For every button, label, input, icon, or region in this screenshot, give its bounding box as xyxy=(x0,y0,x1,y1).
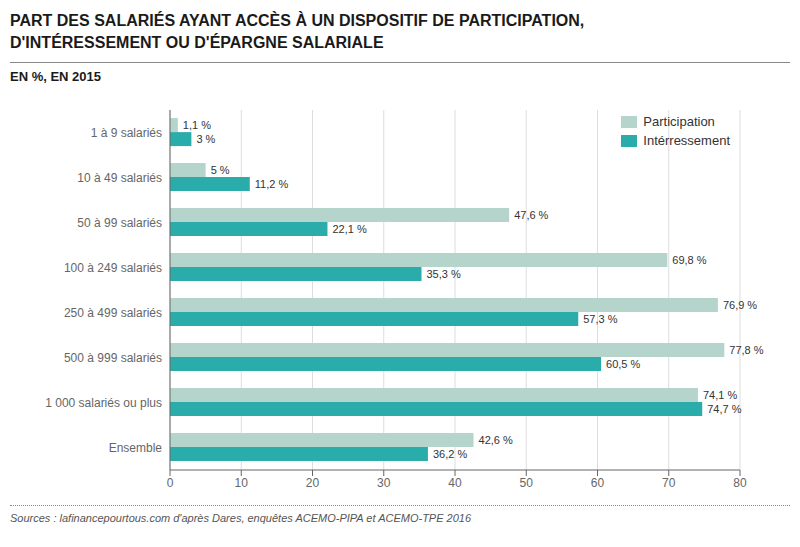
svg-text:69,8 %: 69,8 % xyxy=(672,254,706,266)
svg-text:80: 80 xyxy=(733,476,747,490)
svg-text:10 à 49 salariés: 10 à 49 salariés xyxy=(77,171,162,185)
svg-text:100 à 249 salariés: 100 à 249 salariés xyxy=(64,261,162,275)
svg-text:74,1 %: 74,1 % xyxy=(703,389,737,401)
svg-text:77,8 %: 77,8 % xyxy=(729,344,763,356)
svg-text:500 à 999 salariés: 500 à 999 salariés xyxy=(64,351,162,365)
svg-text:1,1 %: 1,1 % xyxy=(183,119,211,131)
html-text:Intérressement: Intérressement xyxy=(643,133,730,148)
svg-text:30: 30 xyxy=(377,476,391,490)
svg-text:11,2 %: 11,2 % xyxy=(255,178,289,190)
svg-text:35,3 %: 35,3 % xyxy=(427,268,461,280)
svg-text:42,6 %: 42,6 % xyxy=(479,434,513,446)
svg-text:5 %: 5 % xyxy=(211,164,230,176)
svg-text:47,6 %: 47,6 % xyxy=(514,209,548,221)
html-text:Sources : lafinancepourtous.co: Sources : lafinancepourtous.com d'après … xyxy=(10,512,472,524)
html-text:EN %, EN 2015: EN %, EN 2015 xyxy=(10,69,101,84)
html-text:PART DES SALARIÉS AYANT ACCÈS: PART DES SALARIÉS AYANT ACCÈS À UN DISPO… xyxy=(10,12,585,29)
svg-text:40: 40 xyxy=(448,476,462,490)
svg-text:57,3 %: 57,3 % xyxy=(583,313,617,325)
svg-text:70: 70 xyxy=(662,476,676,490)
svg-text:1 000 salariés ou plus: 1 000 salariés ou plus xyxy=(45,396,162,410)
svg-text:250 à 499 salariés: 250 à 499 salariés xyxy=(64,306,162,320)
svg-text:60: 60 xyxy=(591,476,605,490)
html-text:D'INTÉRESSEMENT OU D'ÉPARGNE S: D'INTÉRESSEMENT OU D'ÉPARGNE SALARIALE xyxy=(10,34,384,51)
svg-text:20: 20 xyxy=(306,476,320,490)
svg-text:36,2 %: 36,2 % xyxy=(433,448,467,460)
svg-text:74,7 %: 74,7 % xyxy=(707,403,741,415)
svg-text:60,5 %: 60,5 % xyxy=(606,358,640,370)
svg-text:3 %: 3 % xyxy=(196,133,215,145)
html-text:Participation: Participation xyxy=(643,114,715,129)
svg-text:Ensemble: Ensemble xyxy=(109,441,163,455)
svg-text:50: 50 xyxy=(520,476,534,490)
svg-text:76,9 %: 76,9 % xyxy=(723,299,757,311)
svg-text:50 à 99 salariés: 50 à 99 salariés xyxy=(77,216,162,230)
svg-text:1 à 9 salariés: 1 à 9 salariés xyxy=(91,126,162,140)
svg-text:0: 0 xyxy=(167,476,174,490)
svg-text:10: 10 xyxy=(235,476,249,490)
svg-text:22,1 %: 22,1 % xyxy=(332,223,366,235)
